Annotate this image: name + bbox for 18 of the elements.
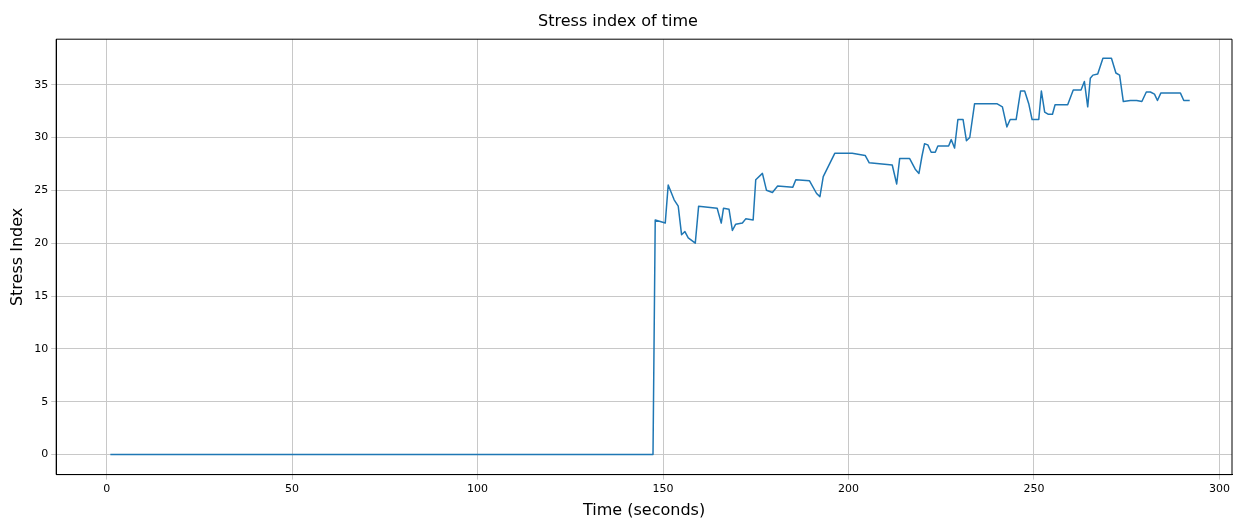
x-tick-label: 100	[467, 482, 489, 496]
y-tick-label: 20	[34, 236, 49, 250]
y-tick-label: 0	[41, 447, 49, 461]
x-tick-label: 250	[1023, 482, 1045, 496]
y-tick-label: 25	[34, 183, 49, 197]
x-tick-label: 200	[837, 482, 859, 496]
y-tick-label: 30	[34, 130, 49, 144]
y-tick-label: 35	[34, 77, 49, 91]
x-tick-label: 0	[103, 482, 111, 496]
y-tick-label: 10	[34, 341, 49, 355]
y-tick-label: 15	[34, 288, 49, 302]
x-axis-title: Time (seconds)	[582, 499, 706, 519]
y-axis-title: Stress Index	[6, 207, 26, 307]
x-tick-label: 150	[652, 482, 674, 496]
chart-title: Stress index of time	[538, 10, 698, 30]
x-tick-label: 300	[1208, 482, 1230, 496]
x-tick-label: 50	[285, 482, 300, 496]
y-tick-label: 5	[41, 394, 49, 408]
